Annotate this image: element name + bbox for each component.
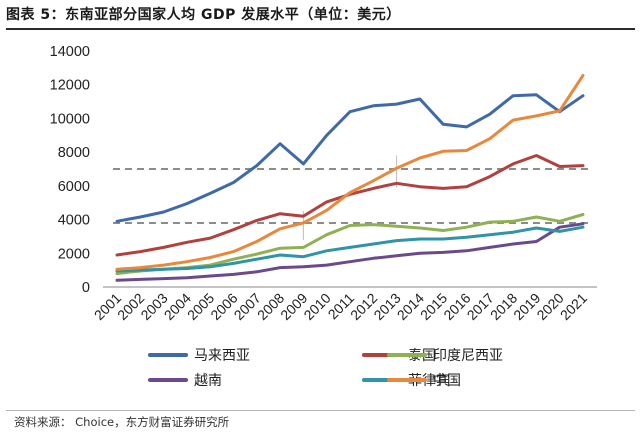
legend-label: 越南 — [194, 373, 222, 389]
source-divider — [6, 410, 635, 411]
chart-legend: 马来西亚泰国印度尼西亚越南菲律宾中国 — [148, 348, 503, 389]
y-tick-label: 6000 — [58, 179, 90, 195]
chart-axes: 0200040006000800010000120001400020012002… — [50, 44, 597, 323]
y-tick-label: 0 — [82, 280, 90, 296]
y-tick-label: 8000 — [58, 145, 90, 161]
legend-label: 马来西亚 — [194, 348, 250, 364]
legend-label: 菲律宾 — [408, 373, 450, 389]
y-tick-label: 14000 — [50, 44, 90, 60]
series-line — [115, 73, 585, 271]
series-line — [115, 154, 585, 257]
y-tick-label: 4000 — [58, 213, 90, 229]
series-line — [115, 225, 585, 273]
legend-label: 中国 — [433, 373, 461, 389]
x-tick-label: 2021 — [557, 290, 590, 323]
series-line — [115, 222, 585, 282]
series-lines — [115, 73, 585, 282]
chart-title: 图表 5：东南亚部分国家人均 GDP 发展水平（单位：美元） — [6, 7, 401, 23]
source-note: 资料来源： Choice，东方财富证券研究所 — [14, 415, 230, 429]
reference-lines — [113, 155, 589, 240]
y-tick-label: 12000 — [50, 78, 90, 94]
y-tick-label: 10000 — [50, 111, 90, 127]
title-divider — [6, 28, 635, 30]
series-line — [115, 93, 585, 223]
legend-label: 印度尼西亚 — [433, 348, 503, 364]
y-tick-label: 2000 — [58, 246, 90, 262]
